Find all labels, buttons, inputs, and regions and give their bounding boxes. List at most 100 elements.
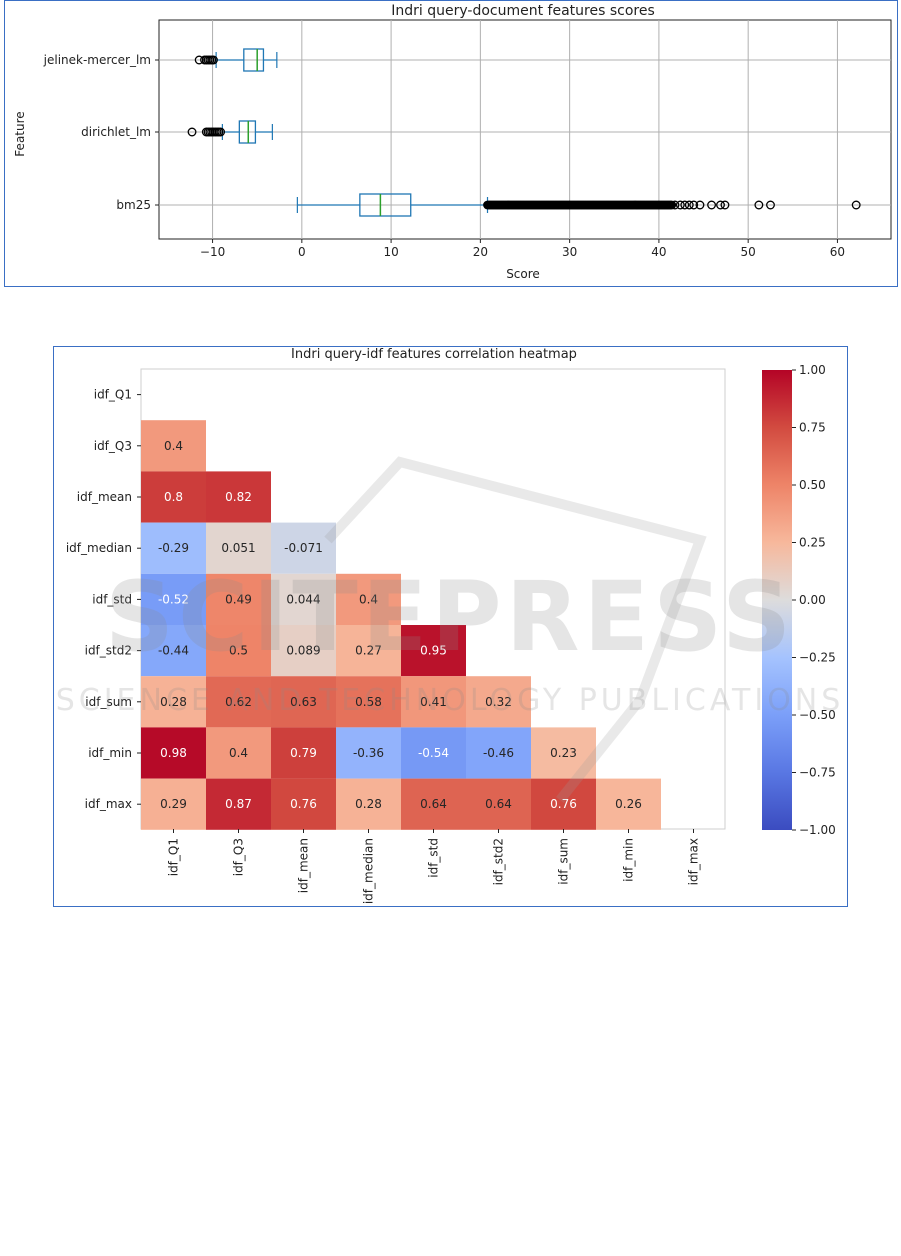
heatmap-row-label: idf_mean (77, 490, 132, 504)
heatmap-cell (336, 676, 401, 728)
boxplot-x-tick-label: 20 (473, 245, 488, 259)
heatmap-cell-label: 0.8 (164, 490, 183, 504)
heatmap-cell (401, 778, 466, 830)
heatmap-cell-label: 0.76 (290, 797, 317, 811)
heatmap-cell (206, 727, 271, 779)
heatmap-cell (271, 778, 336, 830)
heatmap-cell-label: 0.82 (225, 490, 252, 504)
heatmap-cell (336, 727, 401, 779)
heatmap-cell (206, 676, 271, 728)
heatmap-col-label: idf_sum (557, 838, 571, 885)
heatmap-cell-label: -0.36 (353, 746, 384, 760)
boxplot-outlier (716, 200, 725, 210)
heatmap-cell (206, 522, 271, 574)
heatmap-cell-label: -0.52 (158, 592, 189, 606)
heatmap-cell-label: 0.64 (485, 797, 512, 811)
colorbar-tick-label: −0.25 (799, 651, 836, 665)
boxplot-outlier (754, 200, 764, 210)
heatmap-col-label: idf_mean (297, 838, 311, 893)
heatmap-col-label: idf_median (362, 838, 376, 904)
heatmap-cells: 0.4 0.8 0.82 -0.29 0.051 -0.071 -0.52 0.49 0.044… (141, 420, 661, 830)
heatmap-cell-label: 0.29 (160, 797, 187, 811)
heatmap-cell-label: 0.98 (160, 746, 187, 760)
heatmap-cell-label: 0.95 (420, 644, 447, 658)
boxplot-box (238, 120, 257, 144)
heatmap-cell-label: 0.32 (485, 695, 512, 709)
heatmap-col-label: idf_max (687, 838, 701, 885)
boxplot-x-tick-label: 0 (298, 245, 306, 259)
heatmap-cell (206, 471, 271, 523)
heatmap-cell (271, 676, 336, 728)
colorbar-tick-label: 0.50 (799, 478, 826, 492)
heatmap-cell-label: 0.64 (420, 797, 447, 811)
boxplot-x-tick-label: 50 (741, 245, 756, 259)
heatmap-cell (466, 778, 531, 830)
boxplot-marks (187, 48, 861, 217)
heatmap-title: Indri query-idf features correlation hea… (291, 347, 577, 362)
heatmap-cell (271, 625, 336, 677)
colorbar-tick-label: 0.25 (799, 536, 826, 550)
heatmap-cell (401, 727, 466, 779)
heatmap-cell (141, 625, 206, 677)
boxplot-outlier (209, 55, 218, 65)
heatmap-cell (336, 625, 401, 677)
heatmap-cell-label: 0.051 (221, 541, 255, 555)
heatmap-cell-label: 0.26 (615, 797, 642, 811)
boxplot-title: Indri query-document features scores (391, 3, 655, 19)
heatmap-row-label: idf_std2 (85, 644, 132, 658)
boxplot-outlier (720, 200, 730, 210)
heatmap-cell-label: 0.23 (550, 746, 577, 760)
boxplot-x-tick-label: 40 (651, 245, 666, 259)
heatmap-row-label: idf_sum (85, 695, 132, 709)
colorbar-tick-label: −1.00 (799, 823, 836, 837)
boxplot-x-tick-label: 60 (830, 245, 845, 259)
heatmap-cell-label: 0.87 (225, 797, 252, 811)
heatmap-cell (141, 727, 206, 779)
heatmap-cell-label: 0.27 (355, 644, 382, 658)
heatmap-cell-label: 0.76 (550, 797, 577, 811)
heatmap-cell-label: -0.29 (158, 541, 189, 555)
heatmap-cell-label: 0.089 (286, 644, 320, 658)
boxplot-y-ticks: jelinek-mercer_lm dirichlet_lm bm25 (43, 53, 159, 212)
heatmap-cell (596, 778, 661, 830)
heatmap-cell (336, 573, 401, 625)
heatmap-cell (401, 625, 466, 677)
heatmap-cell-label: -0.44 (158, 644, 189, 658)
heatmap-cell (206, 778, 271, 830)
heatmap-cell-label: 0.4 (359, 592, 378, 606)
heatmap-cell (336, 778, 401, 830)
heatmap-cell-label: 0.79 (290, 746, 317, 760)
boxplot-outlier (689, 200, 699, 210)
heatmap-cell-label: 0.4 (164, 439, 183, 453)
heatmap-cell (466, 727, 531, 779)
heatmap-cell (271, 727, 336, 779)
boxplot-outlier (851, 200, 861, 210)
heatmap-cell-label: 0.58 (355, 695, 382, 709)
heatmap-cell-label: 0.5 (229, 644, 248, 658)
boxplot-x-label: Score (506, 267, 540, 281)
heatmap-cell (531, 727, 596, 779)
boxplot-outlier (766, 200, 775, 210)
heatmap-cell-label: -0.071 (284, 541, 323, 555)
boxplot-box (243, 48, 265, 72)
boxplot-outlier (675, 200, 685, 210)
heatmap-cell-label: -0.46 (483, 746, 514, 760)
boxplot-x-ticks: −10 0 10 20 30 40 50 60 (200, 239, 845, 259)
colorbar-ticks: 1.00 0.75 0.50 0.25 0.00 −0.25 −0.50 −0.75 −1.00 (792, 363, 836, 837)
boxplot-x-tick-label: 30 (562, 245, 577, 259)
boxplot-outlier (680, 200, 690, 210)
boxplot-x-tick-label: −10 (200, 245, 225, 259)
boxplot-outlier (667, 200, 677, 210)
boxplot-x-tick-label: 10 (383, 245, 398, 259)
boxplot-plot-area (158, 19, 892, 240)
heatmap-cell (141, 676, 206, 728)
heatmap-cell-label: 0.63 (290, 695, 317, 709)
heatmap-cell-label: 0.62 (225, 695, 252, 709)
boxplot-outlier (707, 200, 717, 210)
colorbar (762, 370, 792, 830)
heatmap-cell (401, 676, 466, 728)
boxplot-y-label: Feature (13, 111, 27, 156)
boxplot-outlier (684, 200, 694, 210)
heatmap-cell (141, 778, 206, 830)
heatmap-cell-label: 0.41 (420, 695, 447, 709)
